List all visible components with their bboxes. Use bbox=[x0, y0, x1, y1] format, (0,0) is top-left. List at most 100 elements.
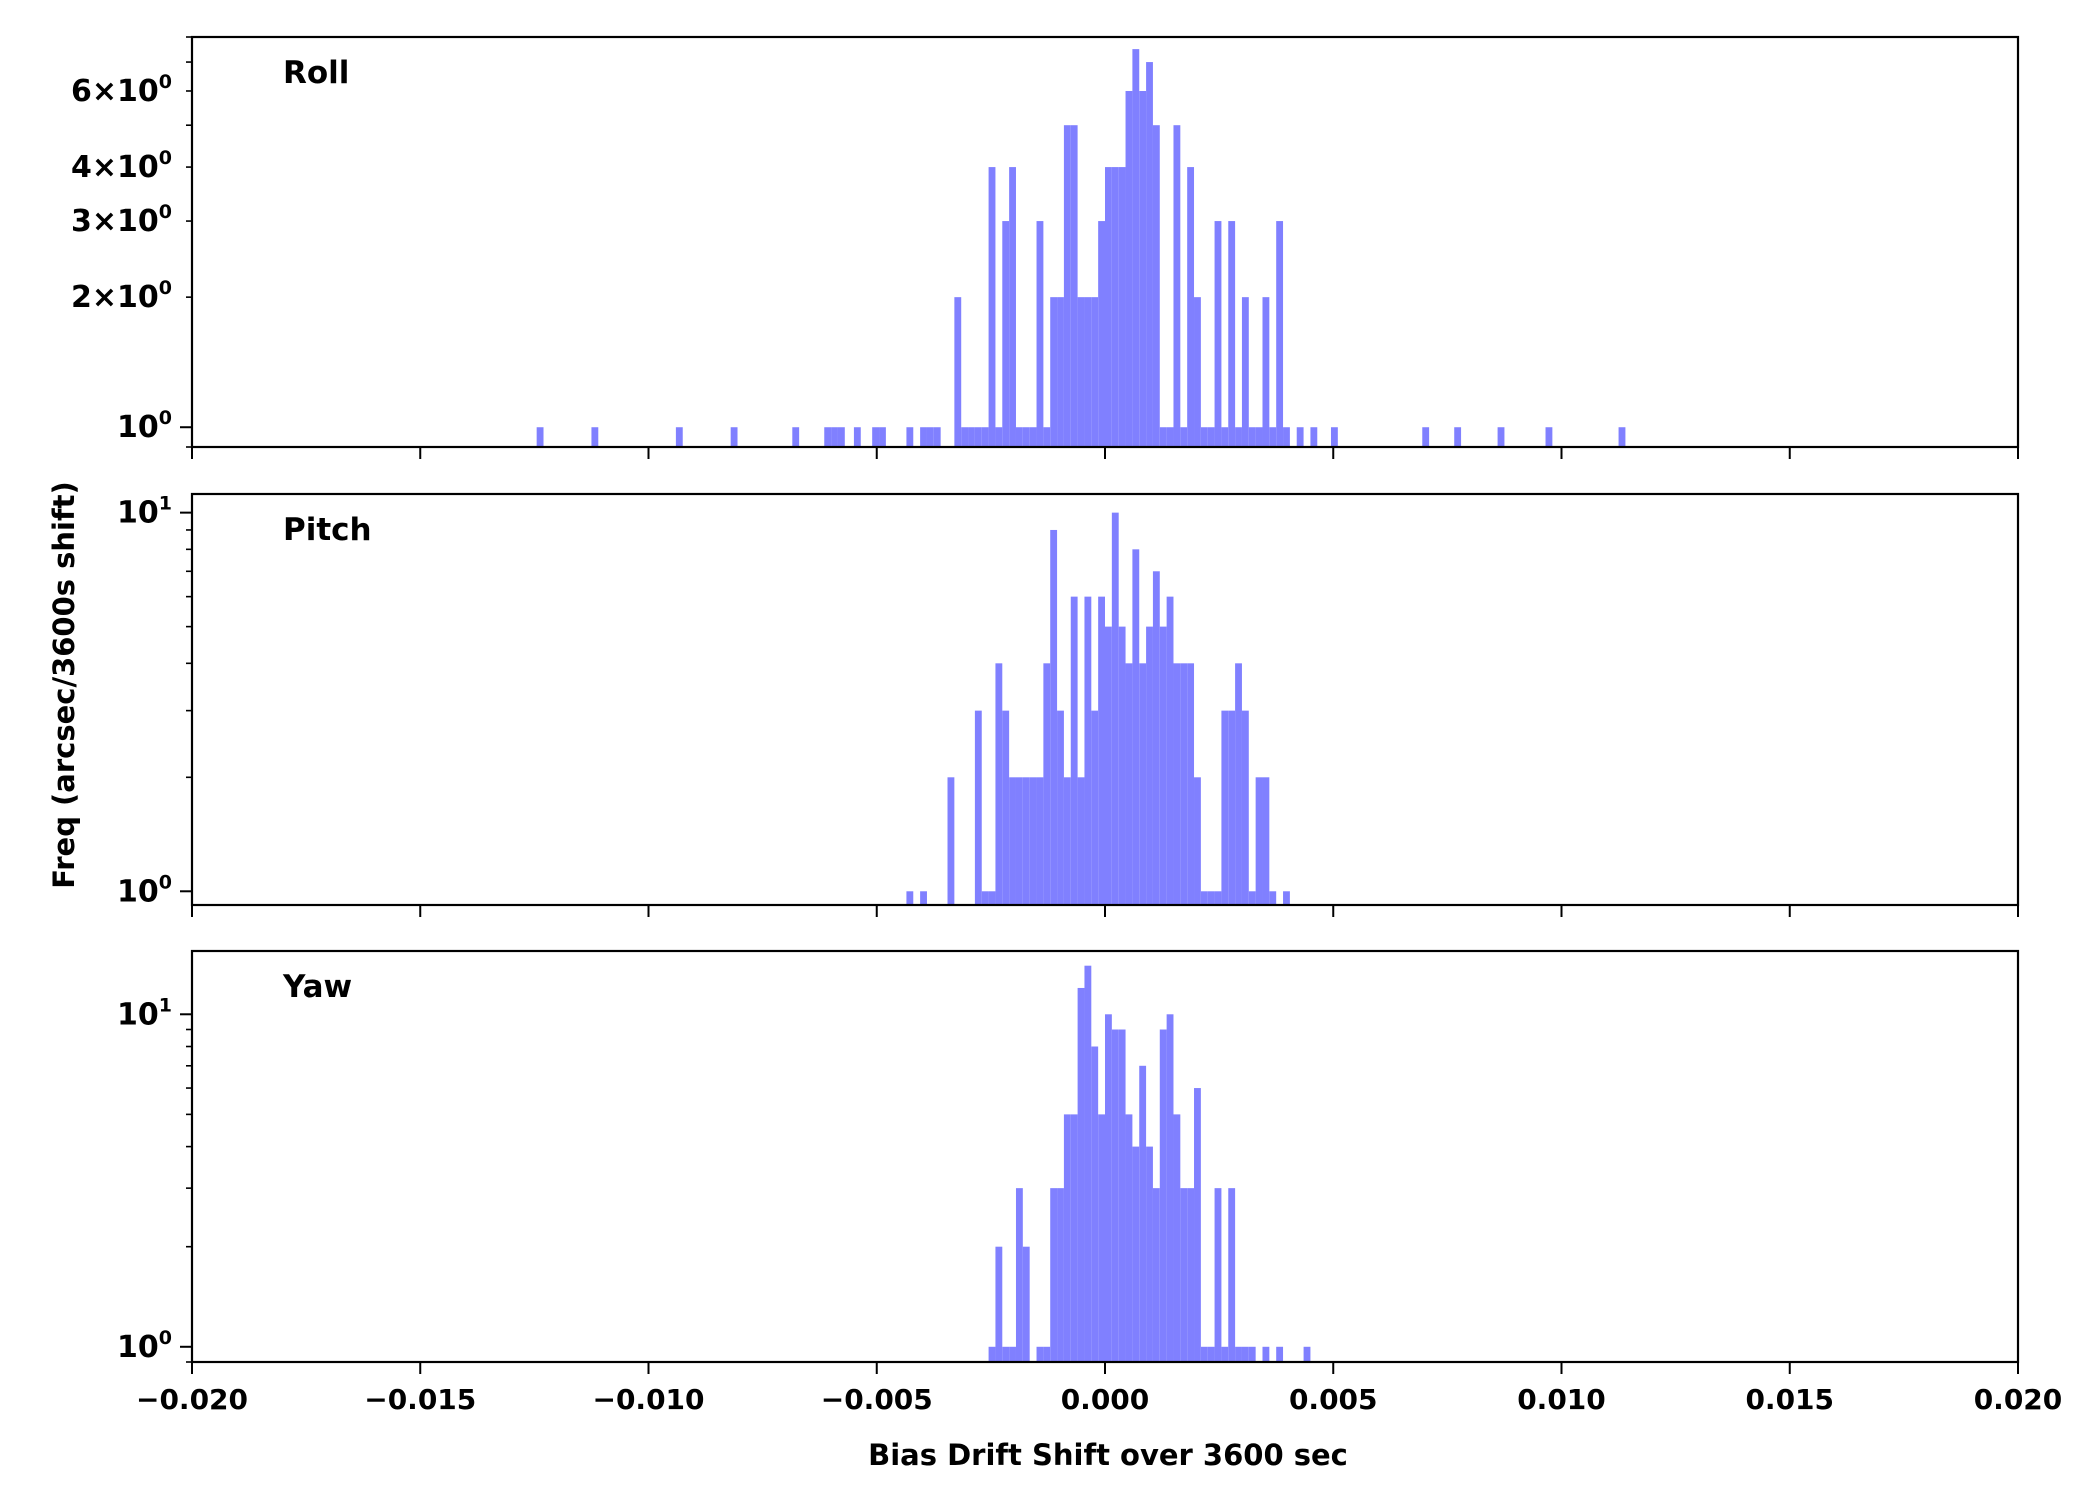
histogram-bar bbox=[1139, 90, 1147, 448]
histogram-bar bbox=[1276, 221, 1284, 447]
histogram-bar bbox=[1132, 549, 1140, 905]
histogram-bar bbox=[1029, 777, 1037, 905]
histogram-bar bbox=[1200, 1346, 1208, 1362]
histogram-bar bbox=[1618, 427, 1626, 447]
histogram-bar bbox=[1269, 427, 1277, 447]
histogram-bar bbox=[1132, 1146, 1140, 1362]
histogram-bar bbox=[1422, 427, 1430, 447]
y-tick-label: 101 bbox=[117, 994, 172, 1032]
histogram-bar bbox=[1194, 777, 1201, 905]
histogram-bar bbox=[1015, 427, 1023, 447]
histogram-bar bbox=[961, 427, 969, 447]
histogram-bar bbox=[1235, 663, 1242, 905]
histogram-bar bbox=[1248, 891, 1256, 905]
panel-pitch: 100 101 Pitch bbox=[117, 493, 2020, 917]
histogram-bar bbox=[974, 427, 982, 447]
histogram-bar bbox=[1241, 710, 1249, 905]
histogram-bar bbox=[1248, 1346, 1256, 1362]
histogram-bar bbox=[1187, 1188, 1195, 1362]
histogram-bar bbox=[879, 427, 886, 447]
histogram-bar bbox=[1063, 125, 1071, 447]
x-axis-label: Bias Drift Shift over 3600 sec bbox=[868, 1438, 1348, 1472]
histogram-bar bbox=[981, 891, 989, 905]
panel-yaw: −0.020 −0.015 −0.010 −0.005 0.000 0.005 0.010 0… bbox=[117, 949, 2062, 1416]
histogram-bar bbox=[1166, 427, 1174, 447]
histogram-bar bbox=[792, 427, 800, 447]
histogram-bar bbox=[1159, 1029, 1167, 1362]
histogram-bar bbox=[1002, 710, 1010, 905]
histogram-bar bbox=[1057, 710, 1064, 905]
histogram-bar bbox=[1043, 663, 1051, 905]
histogram-bar bbox=[995, 427, 1003, 447]
histogram-bar bbox=[1146, 62, 1153, 448]
histogram-bar bbox=[1194, 297, 1201, 447]
panel-label-yaw: Yaw bbox=[282, 969, 352, 1005]
histogram-bar bbox=[1146, 626, 1153, 905]
histogram-bar bbox=[988, 891, 996, 905]
histogram-bar bbox=[536, 427, 544, 447]
histogram-bar bbox=[926, 427, 934, 447]
x-tick-label: 0.005 bbox=[1289, 1383, 1378, 1416]
histogram-bar bbox=[1002, 221, 1010, 447]
histogram-bar bbox=[1262, 1346, 1270, 1362]
histogram-bar bbox=[1091, 1046, 1099, 1362]
panel-label-roll: Roll bbox=[283, 55, 349, 91]
histogram-bar bbox=[1091, 710, 1099, 905]
histogram-bar bbox=[1036, 1346, 1044, 1362]
histogram-bar bbox=[1221, 1346, 1229, 1362]
x-tick-label: 0.010 bbox=[1517, 1383, 1606, 1416]
histogram-bar bbox=[1105, 167, 1112, 447]
histogram-bar bbox=[1152, 1188, 1160, 1362]
y-tick-label: 2×100 bbox=[71, 277, 172, 315]
y-tick-label: 4×100 bbox=[71, 147, 172, 185]
histogram-bar bbox=[1002, 1346, 1010, 1362]
y-tick-label: 6×100 bbox=[71, 71, 172, 109]
histogram-bar bbox=[1152, 571, 1160, 905]
histogram-bar bbox=[1070, 596, 1078, 905]
histogram-bar bbox=[1200, 891, 1208, 905]
x-tick-label: −0.005 bbox=[821, 1383, 933, 1416]
histogram-bar bbox=[968, 427, 975, 447]
histogram-bar bbox=[1050, 297, 1058, 447]
histogram-bar bbox=[1330, 427, 1338, 447]
histogram-bar bbox=[1015, 1188, 1023, 1362]
histogram-bar bbox=[1118, 167, 1126, 447]
histogram-bar bbox=[1194, 1088, 1201, 1362]
histogram-bar bbox=[1207, 891, 1215, 905]
x-tick-label: −0.010 bbox=[592, 1383, 704, 1416]
histogram-bar bbox=[988, 1346, 996, 1362]
histogram-bar bbox=[853, 427, 861, 447]
histogram-bar bbox=[1125, 663, 1133, 905]
x-tick-label: 0.000 bbox=[1061, 1383, 1150, 1416]
histogram-bar bbox=[1283, 891, 1290, 905]
histogram-bar bbox=[1125, 1114, 1133, 1362]
y-tick-label: 100 bbox=[117, 871, 172, 909]
histogram-bar bbox=[1187, 167, 1195, 447]
histogram-bar bbox=[1118, 626, 1126, 905]
histogram-bar bbox=[872, 427, 880, 447]
histogram-bar bbox=[824, 427, 832, 447]
histogram-bar bbox=[1296, 427, 1304, 447]
histogram-bar bbox=[1180, 663, 1188, 905]
histogram-bar bbox=[1022, 777, 1030, 905]
histogram-bar bbox=[1173, 125, 1181, 447]
histogram-bar bbox=[1009, 1346, 1016, 1362]
histogram-bar bbox=[1262, 297, 1270, 447]
histogram-bar bbox=[1187, 663, 1195, 905]
histogram-bar bbox=[1214, 891, 1222, 905]
histogram-bar bbox=[675, 427, 683, 447]
histogram-bar bbox=[1125, 90, 1133, 448]
histogram-bar bbox=[1105, 626, 1112, 905]
histogram-bar bbox=[1276, 1346, 1284, 1362]
histogram-bar bbox=[1084, 965, 1092, 1362]
histogram-bar bbox=[981, 427, 989, 447]
histogram-bar bbox=[591, 427, 599, 447]
y-tick-label: 100 bbox=[117, 407, 172, 445]
histogram-bar bbox=[1173, 1114, 1181, 1362]
histogram-bar bbox=[1545, 427, 1553, 447]
panel-label-pitch: Pitch bbox=[283, 512, 372, 548]
histogram-bar bbox=[1166, 596, 1174, 905]
histogram-bar bbox=[1057, 297, 1064, 447]
histogram-bar bbox=[1036, 777, 1044, 905]
